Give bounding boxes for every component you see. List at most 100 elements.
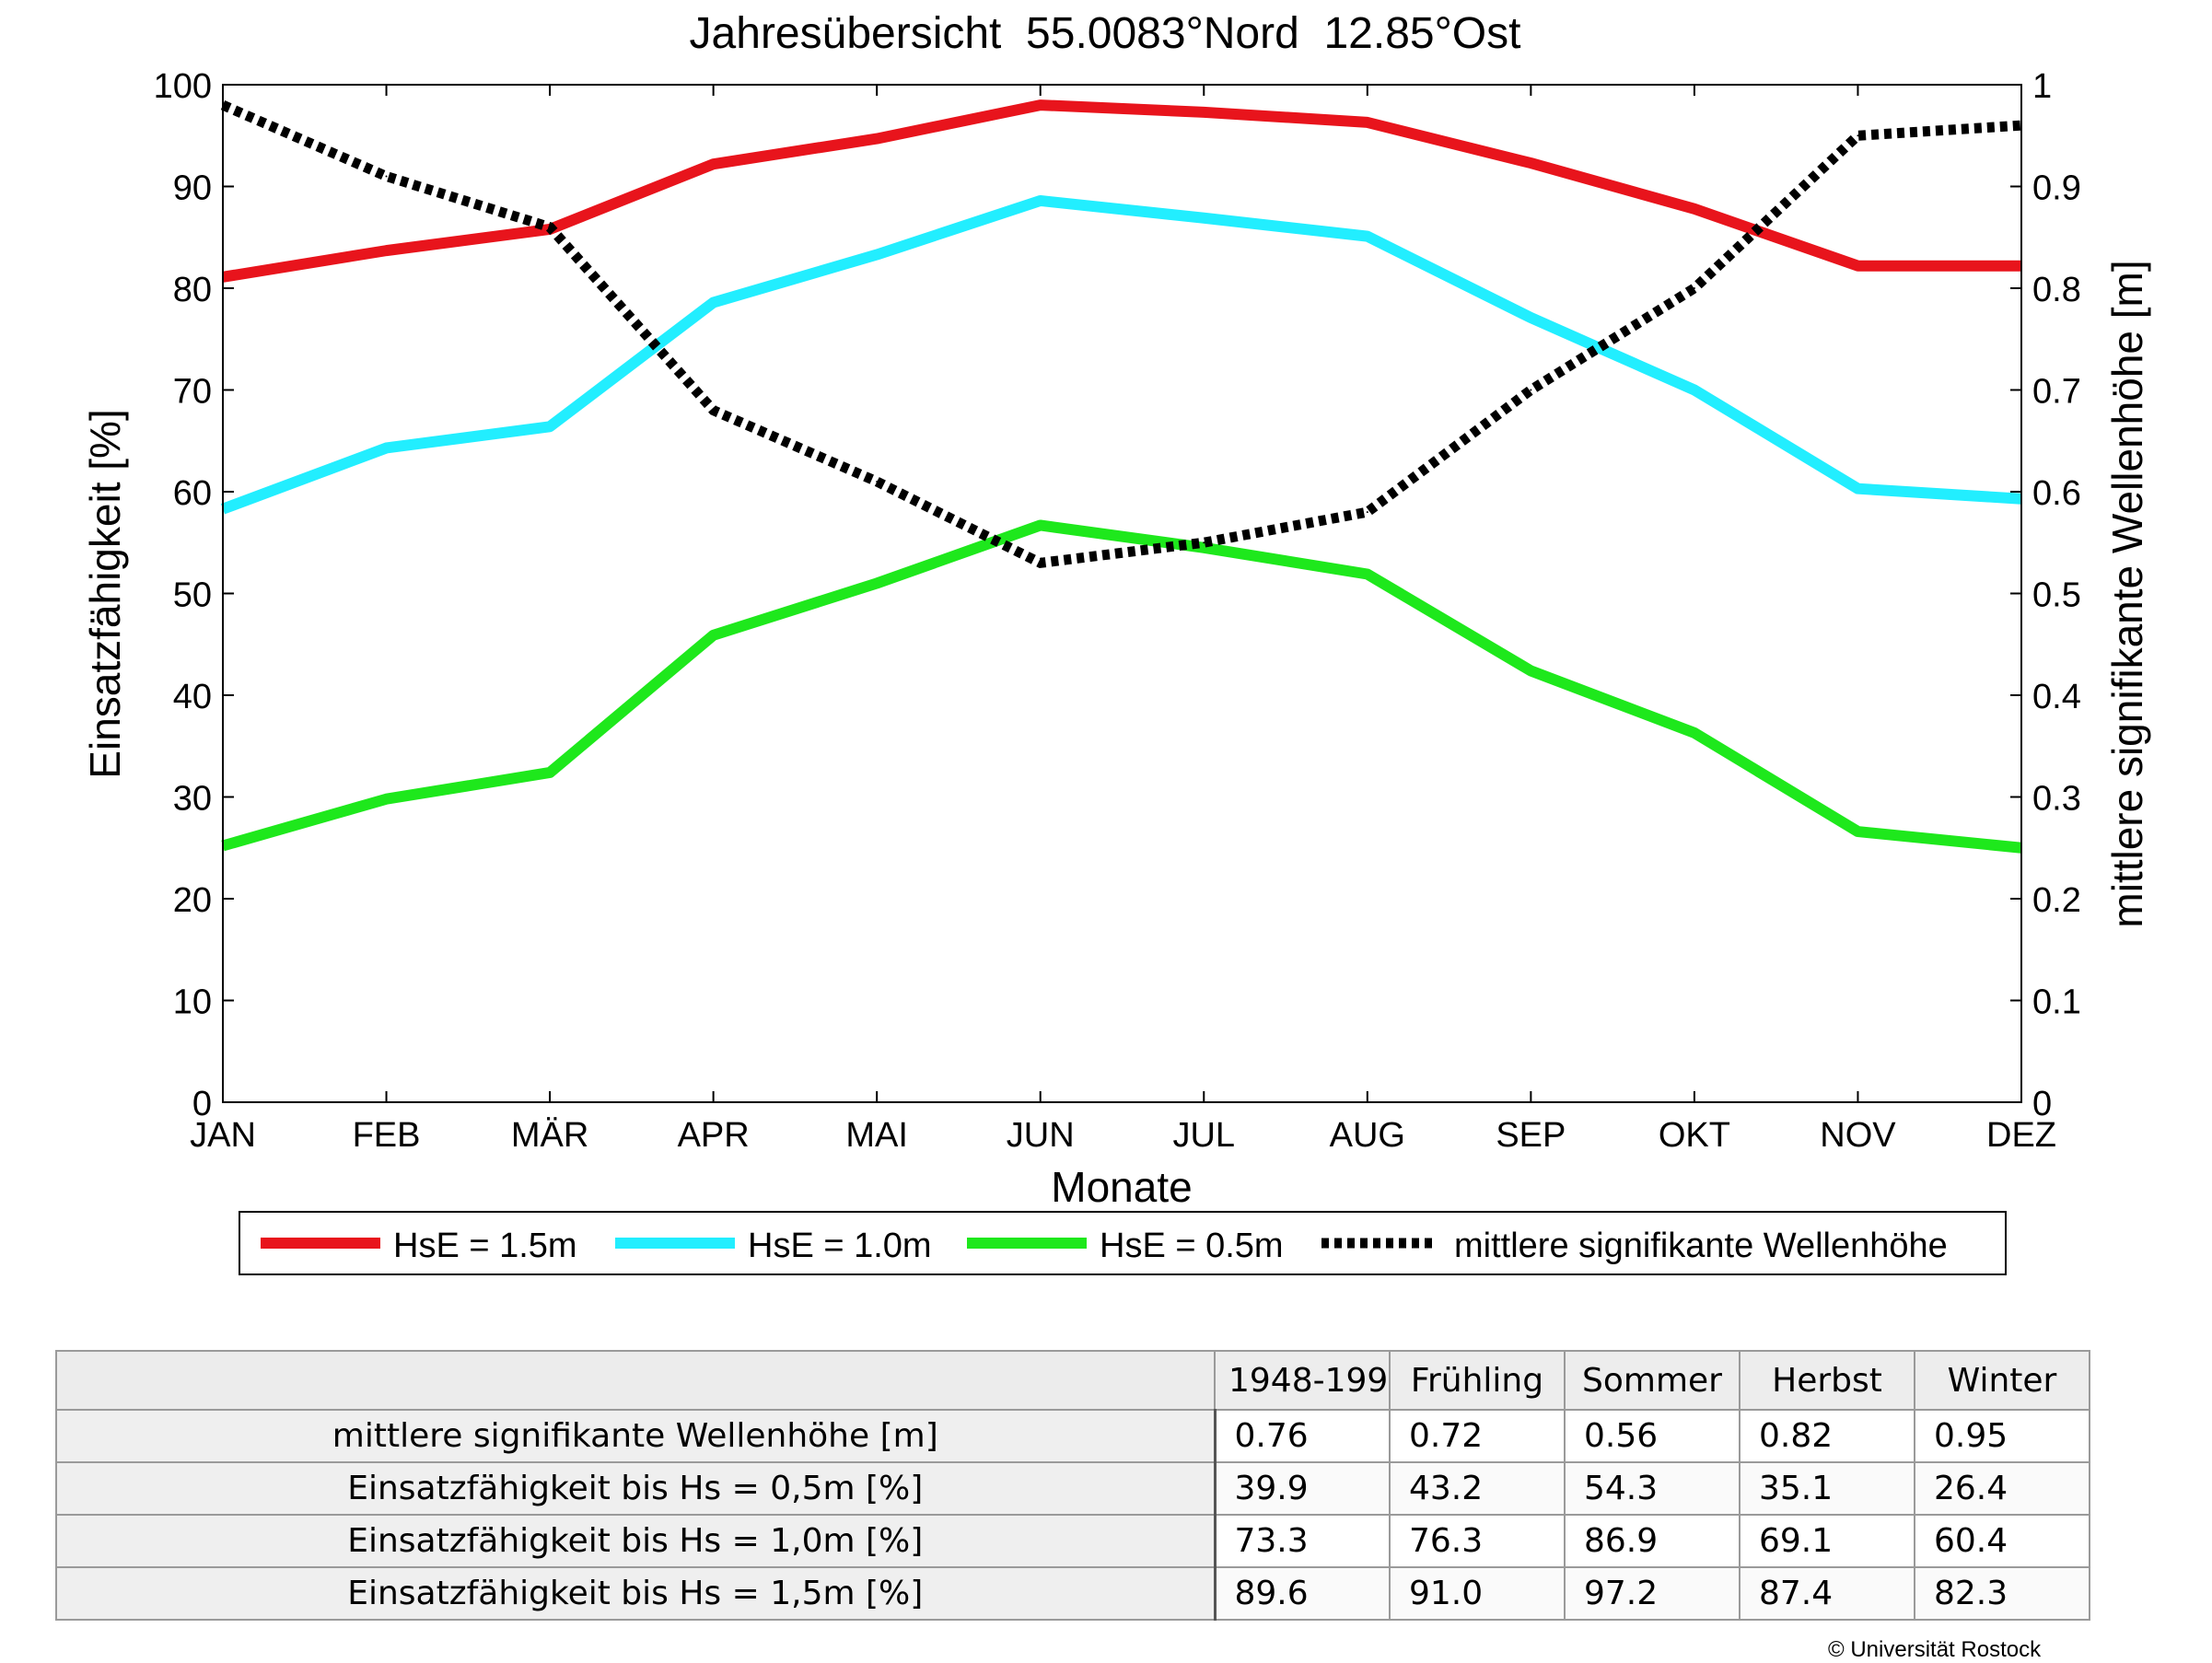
statistics-table: 1948-1997 Frühling Sommer Herbst Winter … (55, 1350, 2090, 1621)
left-axis-tick-labels: 0 10 20 30 40 50 60 70 80 90 100 (154, 67, 212, 1123)
x-axis-label: Monate (1051, 1163, 1192, 1211)
data-point (385, 797, 388, 800)
row-label: Einsatzfähigkeit bis Hs = 1,5m [%] (55, 1566, 1217, 1621)
y-tick-label: 50 (173, 576, 212, 615)
data-point (549, 771, 552, 773)
table-cell: 0.82 (1739, 1409, 1915, 1463)
data-point (1366, 235, 1368, 238)
x-tick-label: SEP (1496, 1116, 1566, 1155)
legend-label: mittlere signifikante Wellenhöhe (1454, 1227, 1948, 1265)
legend-label: HsE = 1.5m (393, 1227, 577, 1265)
y2-tick-label: 0.7 (2032, 373, 2081, 412)
data-point (712, 301, 715, 304)
series-line (222, 99, 2021, 283)
y2-tick-label: 0.5 (2032, 576, 2081, 615)
table-cell: 89.6 (1214, 1566, 1391, 1621)
table-cell: 76.3 (1389, 1514, 1566, 1568)
data-point (549, 226, 552, 228)
data-point (1530, 669, 1532, 672)
table-cell: 97.2 (1564, 1566, 1740, 1621)
legend-label: HsE = 0.5m (1100, 1227, 1284, 1265)
legend: HsE = 1.5m HsE = 1.0m HsE = 0.5m mittlere s… (239, 1211, 2007, 1275)
data-point (876, 480, 879, 483)
table-cell: 43.2 (1389, 1461, 1566, 1516)
row-label: Einsatzfähigkeit bis Hs = 0,5m [%] (55, 1461, 1217, 1516)
data-point (1203, 541, 1205, 544)
data-point (1203, 110, 1205, 113)
table-row: Einsatzfähigkeit bis Hs = 1,5m [%] 89.6 … (55, 1566, 2090, 1621)
y-tick-label: 0 (192, 1085, 212, 1123)
table-cell: 0.95 (1914, 1409, 2090, 1463)
data-point (712, 634, 715, 636)
y-tick-label: 40 (173, 678, 212, 716)
data-point (385, 175, 388, 178)
table-row: Einsatzfähigkeit bis Hs = 1,0m [%] 73.3 … (55, 1514, 2090, 1568)
y2-tick-label: 0.2 (2032, 881, 2081, 920)
y2-tick-label: 0.3 (2032, 780, 2081, 819)
column-header: Frühling (1389, 1350, 1566, 1411)
table-cell: 87.4 (1739, 1566, 1915, 1621)
data-point (1530, 389, 1532, 391)
table-cell: 54.3 (1564, 1461, 1740, 1516)
data-point (385, 447, 388, 449)
data-point (1857, 264, 1859, 267)
x-tick-label: MAI (845, 1116, 908, 1155)
y-tick-label: 20 (173, 881, 212, 920)
data-point (1530, 162, 1532, 165)
x-tick-label: OKT (1659, 1116, 1730, 1155)
legend-label: HsE = 1.0m (748, 1227, 932, 1265)
x-tick-label: DEZ (1986, 1116, 2056, 1155)
table-header-row: 1948-1997 Frühling Sommer Herbst Winter (55, 1350, 2090, 1411)
data-point (1039, 562, 1042, 564)
y2-tick-label: 0.6 (2032, 474, 2081, 513)
y2-axis-label: mittlere signifikante Wellenhöhe [m] (2103, 260, 2151, 927)
table-cell: 0.72 (1389, 1409, 1566, 1463)
table-cell: 26.4 (1914, 1461, 2090, 1516)
y2-tick-label: 0 (2032, 1085, 2052, 1123)
column-header: 1948-1997 (1214, 1350, 1391, 1411)
table-cell: 82.3 (1914, 1566, 2090, 1621)
table-cell: 39.9 (1214, 1461, 1391, 1516)
chart: Jahresübersicht 55.0083°Nord 12.85°Ost 0… (81, 9, 2151, 1275)
x-axis-tick-labels: JAN FEB MÄR APR MAI JUN JUL AUG SEP OKT NOV DEZ (190, 1116, 2056, 1155)
data-point (1693, 389, 1695, 391)
column-header: Winter (1914, 1350, 2090, 1411)
data-point (1857, 487, 1859, 490)
x-tick-label: JUL (1172, 1116, 1235, 1155)
y2-tick-label: 1 (2032, 67, 2052, 106)
plot-frame (222, 84, 2022, 1103)
y-tick-label: 60 (173, 474, 212, 513)
x-tick-label: AUG (1330, 1116, 1405, 1155)
table-cell: 35.1 (1739, 1461, 1915, 1516)
data-point (1857, 134, 1859, 137)
x-tick-label: JAN (190, 1116, 256, 1155)
data-point (1366, 511, 1368, 514)
chart-title: Jahresübersicht 55.0083°Nord 12.85°Ost (690, 9, 1521, 58)
series-line (220, 100, 2022, 569)
table-cell: 60.4 (1914, 1514, 2090, 1568)
table-row: mittlere signifikante Wellenhöhe [m] 0.7… (55, 1409, 2090, 1463)
column-header: Sommer (1564, 1350, 1740, 1411)
data-point (876, 137, 879, 140)
table-cell: 69.1 (1739, 1514, 1915, 1568)
table-cell: 86.9 (1564, 1514, 1740, 1568)
x-tick-label: FEB (353, 1116, 421, 1155)
y2-tick-label: 0.1 (2032, 983, 2081, 1022)
series-lines (220, 99, 2022, 854)
data-point (1039, 524, 1042, 527)
data-point (1693, 287, 1695, 289)
table-corner-cell (55, 1350, 1216, 1411)
data-point (1857, 831, 1859, 833)
data-point (1039, 104, 1042, 107)
data-point (876, 582, 879, 585)
data-point (1203, 546, 1205, 549)
data-point (712, 409, 715, 412)
data-point (712, 163, 715, 166)
row-label: mittlere signifikante Wellenhöhe [m] (55, 1409, 1217, 1463)
copyright-notice: © Universität Rostock (1828, 1637, 2042, 1662)
data-point (385, 250, 388, 252)
table-cell: 0.76 (1214, 1409, 1391, 1463)
table-cell: 0.56 (1564, 1409, 1740, 1463)
data-point (876, 253, 879, 256)
y-axis-label: Einsatzfähigkeit [%] (81, 409, 129, 778)
